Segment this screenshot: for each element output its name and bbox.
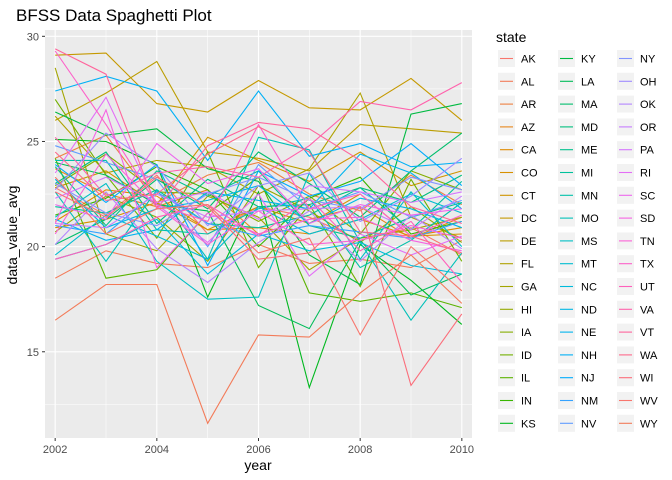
legend-label-nh: NH <box>581 350 597 362</box>
legend-label-ri: RI <box>640 168 651 180</box>
legend-label-ga: GA <box>521 282 538 294</box>
series-line-nv <box>55 145 462 248</box>
legend-label-nd: ND <box>581 304 597 316</box>
series-line-wi <box>54 176 463 387</box>
legend-label-or: OR <box>640 122 657 134</box>
legend-label-mt: MT <box>581 259 597 271</box>
y-tick-label: 15 <box>27 347 39 359</box>
legend-label-wy: WY <box>640 418 658 430</box>
legend-label-ca: CA <box>521 145 537 157</box>
legend-label-co: CO <box>521 168 538 180</box>
legend-label-va: VA <box>640 304 655 316</box>
legend-label-ks: KS <box>521 418 536 430</box>
series-line-tx <box>54 50 463 237</box>
legend-label-vt: VT <box>640 327 654 339</box>
legend-label-wi: WI <box>640 373 653 385</box>
series-line-wv <box>54 176 463 337</box>
legend-label-nj: NJ <box>581 373 594 385</box>
legend-label-az: AZ <box>521 122 535 134</box>
legend-label-ut: UT <box>640 282 655 294</box>
legend-label-nv: NV <box>581 418 597 430</box>
legend-label-la: LA <box>581 76 595 88</box>
legend-label-sc: SC <box>640 190 655 202</box>
legend-label-il: IL <box>521 373 530 385</box>
series-line-ms <box>54 171 463 300</box>
legend-title: state <box>496 29 527 45</box>
legend-label-pa: PA <box>640 145 655 157</box>
legend-label-me: ME <box>581 145 598 157</box>
series-line-va <box>54 82 463 197</box>
legend-label-ma: MA <box>581 99 598 111</box>
legend-label-in: IN <box>521 396 532 408</box>
legend-label-md: MD <box>581 122 598 134</box>
series-line-tn <box>54 153 462 246</box>
legend-label-nc: NC <box>581 282 597 294</box>
x-tick-label: 2008 <box>348 444 372 456</box>
series-line-mi <box>55 181 463 231</box>
series-line-oh <box>54 132 463 227</box>
legend-label-ny: NY <box>640 54 656 66</box>
legend-label-dc: DC <box>521 213 537 225</box>
series-line-ks <box>55 138 463 390</box>
series-line-wy <box>54 254 463 425</box>
series-line-nj <box>54 142 463 267</box>
series-line-mn <box>55 159 463 269</box>
series-line-nh <box>55 75 462 168</box>
x-tick-label: 2002 <box>43 444 67 456</box>
x-axis: 2002 2004 2006 2008 2010 <box>43 438 474 456</box>
legend-label-tx: TX <box>640 259 655 271</box>
series-line-mt <box>54 193 462 260</box>
legend-label-nm: NM <box>581 396 598 408</box>
legend-label-fl: FL <box>521 259 534 271</box>
series-line-ut <box>55 197 463 283</box>
legend-label-de: DE <box>521 236 536 248</box>
y-axis-title: data_value_avg <box>4 186 20 285</box>
series-line-al <box>54 239 463 279</box>
y-axis: 15 20 25 30 <box>27 31 45 359</box>
legend-label-mn: MN <box>581 190 598 202</box>
series-line-ma <box>54 132 463 245</box>
series-line-de <box>54 60 462 172</box>
series-line-wa <box>54 126 462 254</box>
legend-label-ar: AR <box>521 99 536 111</box>
y-tick-label: 20 <box>27 242 39 254</box>
x-axis-title: year <box>244 457 272 473</box>
legend-label-ky: KY <box>581 54 596 66</box>
x-tick-label: 2010 <box>450 444 474 456</box>
legend-label-ak: AK <box>521 54 536 66</box>
legend-label-tn: TN <box>640 236 655 248</box>
legend-label-id: ID <box>521 350 532 362</box>
chart-title: BFSS Data Spaghetti Plot <box>16 6 212 25</box>
y-tick-label: 25 <box>27 136 39 148</box>
legend-label-wv: WV <box>640 396 658 408</box>
series-line-sc <box>55 142 462 225</box>
legend-label-ms: MS <box>581 236 598 248</box>
legend-label-sd: SD <box>640 213 655 225</box>
x-tick-label: 2004 <box>145 444 169 456</box>
legend: AK AL AR AZ CA CO CT DC DE FL GA HI IA ID IL IN KS KY LA MA… <box>498 50 658 432</box>
legend-label-ct: CT <box>521 190 536 202</box>
legend-label-ok: OK <box>640 99 657 111</box>
series-line-pa <box>54 176 462 220</box>
series-line-dc <box>55 52 463 121</box>
legend-label-hi: HI <box>521 304 532 316</box>
series-line-sd <box>54 108 462 269</box>
legend-label-wa: WA <box>640 350 658 362</box>
series-lines <box>54 48 463 425</box>
x-tick-label: 2006 <box>246 444 270 456</box>
series-line-ne <box>54 153 463 241</box>
series-line-mo <box>54 136 463 322</box>
legend-label-mo: MO <box>581 213 599 225</box>
legend-label-ia: IA <box>521 327 532 339</box>
legend-label-ne: NE <box>581 327 596 339</box>
y-tick-label: 30 <box>27 31 39 43</box>
series-line-ri <box>54 96 462 277</box>
legend-label-al: AL <box>521 76 534 88</box>
series-line-vt <box>54 48 462 225</box>
legend-label-oh: OH <box>640 76 657 88</box>
legend-label-mi: MI <box>581 168 593 180</box>
